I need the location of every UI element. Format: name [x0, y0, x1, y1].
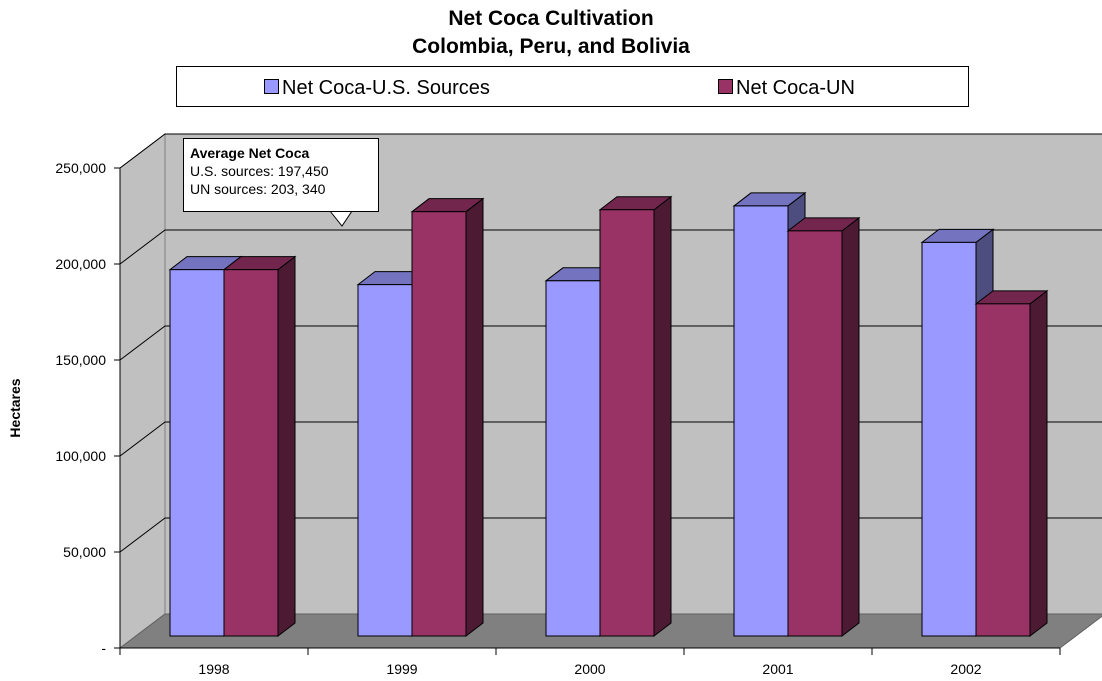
legend-swatch-us [264, 79, 279, 94]
x-tick-label: 2001 [762, 661, 793, 677]
chart-title: Net Coca Cultivation [448, 7, 654, 30]
bar [733, 205, 789, 637]
side-wall [119, 132, 166, 650]
y-tick-label: 50,000 [63, 544, 106, 560]
bar [599, 209, 655, 637]
legend-item-un: Net Coca-UN [718, 77, 855, 100]
bar [545, 280, 601, 637]
legend-label-un: Net Coca-UN [736, 77, 855, 99]
gridline [119, 133, 1102, 169]
annotation-line-un: UN sources: 203, 340 [190, 181, 326, 197]
y-tick-label: - [101, 640, 106, 656]
legend-item-us: Net Coca-U.S. Sources [264, 77, 490, 100]
bar [921, 241, 977, 637]
chart-subtitle: Colombia, Peru, and Bolivia [412, 35, 690, 58]
chart-labels: - 50,000 100,000 150,000 200,000 250,000 1998 1… [7, 160, 982, 677]
annotation-callout: Average Net Coca U.S. sources: 197,450 U… [183, 138, 379, 212]
y-tick-label: 150,000 [55, 352, 106, 368]
bar-side [653, 195, 672, 638]
annotation-line-us: U.S. sources: 197,450 [190, 163, 329, 179]
bar-side [1029, 289, 1048, 638]
annotation-title: Average Net Coca [190, 145, 310, 161]
bar [223, 269, 279, 637]
y-tick-label: 250,000 [55, 160, 106, 176]
bar-side [465, 197, 484, 638]
x-tick-label: 1998 [198, 661, 229, 677]
legend-swatch-un [718, 79, 733, 94]
bar [975, 303, 1031, 637]
x-tick-label: 1999 [386, 661, 417, 677]
x-tick-label: 2002 [950, 661, 981, 677]
bar [787, 230, 843, 637]
bar-side [277, 255, 296, 638]
bar-side [841, 216, 860, 638]
y-tick-label: 100,000 [55, 448, 106, 464]
x-tick-label: 2000 [574, 661, 605, 677]
legend: Net Coca-U.S. Sources Net Coca-UN [176, 66, 969, 107]
y-tick-label: 200,000 [55, 256, 106, 272]
legend-label-us: Net Coca-U.S. Sources [282, 77, 490, 99]
chart-axes [114, 167, 1061, 655]
bar [357, 284, 413, 637]
chart-bars [168, 191, 1049, 638]
y-axis-title: Hectares [7, 378, 23, 437]
bar [411, 211, 467, 637]
bar [169, 269, 225, 637]
